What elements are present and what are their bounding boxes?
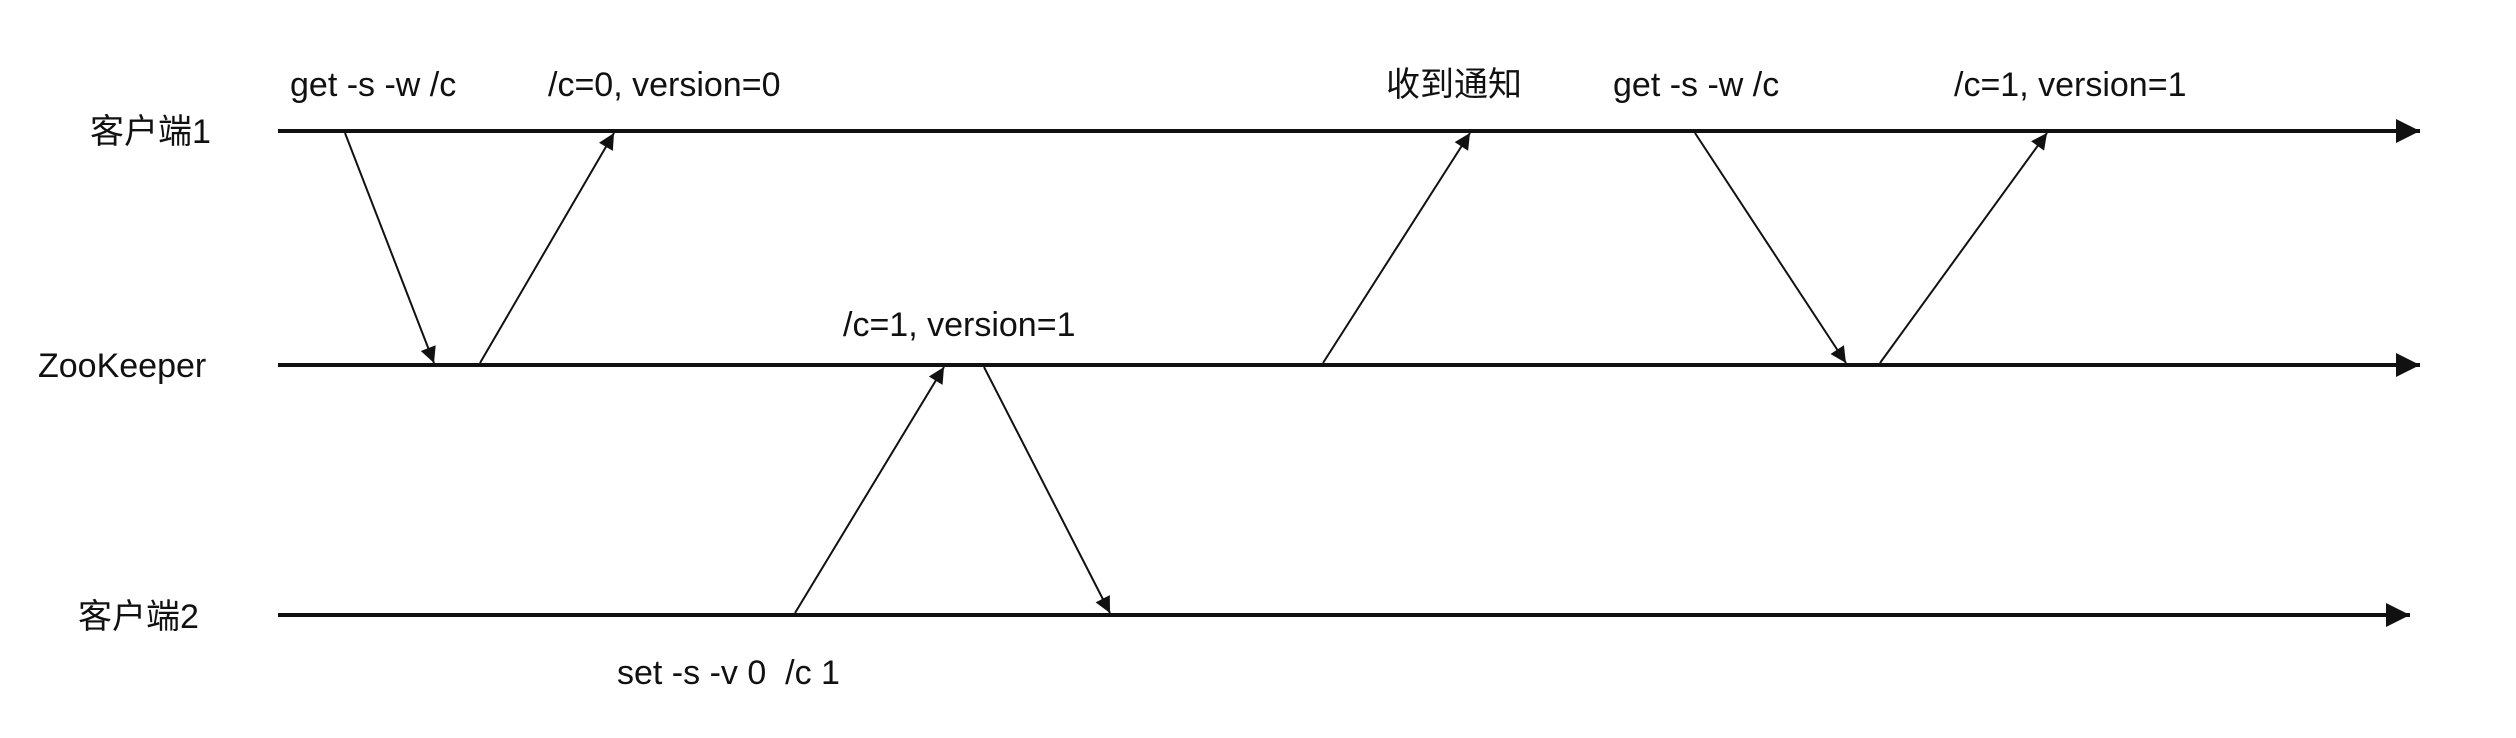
message-arrow-set-response	[984, 367, 1110, 613]
message-label-get-2: get -s -w /c	[1613, 66, 1779, 104]
message-arrow-get-1	[345, 133, 434, 363]
message-label-set-response: /c=1, version=1	[843, 306, 1075, 344]
lane-label-client1: 客户端1	[90, 113, 211, 151]
message-arrow-set	[795, 367, 944, 613]
lane-label-client2: 客户端2	[78, 598, 199, 636]
message-arrow-response-2	[1880, 133, 2047, 363]
lane-label-zookeeper: ZooKeeper	[38, 347, 206, 385]
message-arrow-notify	[1323, 133, 1470, 363]
message-arrow-get-2	[1695, 133, 1846, 363]
message-label-set: set -s -v 0 /c 1	[617, 654, 840, 692]
message-label-notify: 收到通知	[1386, 66, 1522, 104]
message-label-response-1: /c=0, version=0	[548, 66, 780, 104]
message-arrow-response-1	[480, 133, 614, 363]
message-label-response-2: /c=1, version=1	[1954, 66, 2186, 104]
message-label-get-1: get -s -w /c	[290, 66, 456, 104]
